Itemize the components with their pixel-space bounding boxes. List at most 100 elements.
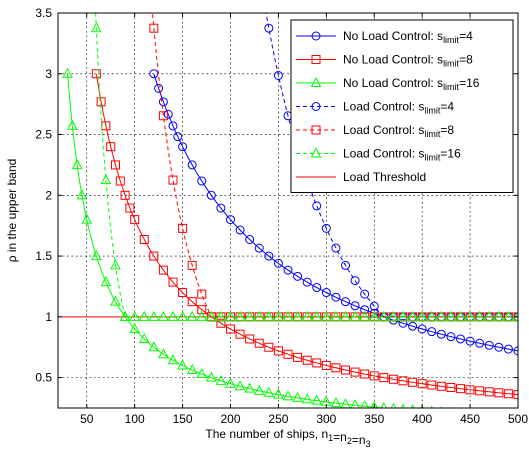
square-marker bbox=[106, 142, 116, 152]
square-marker bbox=[379, 373, 389, 383]
series-line bbox=[95, 13, 518, 318]
circle-marker bbox=[216, 203, 226, 213]
triangle-marker bbox=[350, 399, 360, 408]
triangle-marker bbox=[100, 174, 112, 185]
circle-marker bbox=[417, 324, 427, 334]
square-marker bbox=[417, 379, 427, 389]
y-tick-label: 3.5 bbox=[35, 6, 52, 20]
triangle-marker bbox=[282, 390, 294, 401]
square-marker bbox=[465, 385, 475, 395]
circle-marker bbox=[311, 31, 321, 41]
triangle-marker bbox=[388, 310, 399, 321]
triangle-marker bbox=[292, 391, 303, 402]
square-marker bbox=[168, 175, 178, 185]
x-axis-label: The number of ships, n1=n2=n3 bbox=[205, 427, 370, 449]
triangle-marker bbox=[397, 310, 409, 321]
circle-marker bbox=[331, 292, 341, 302]
square-marker bbox=[149, 251, 159, 261]
square-marker bbox=[197, 305, 207, 315]
square-marker bbox=[446, 383, 456, 393]
x-tick-label: 250 bbox=[268, 412, 288, 426]
square-marker bbox=[283, 349, 293, 359]
square-marker bbox=[197, 289, 207, 299]
x-tick-label: 350 bbox=[364, 412, 384, 426]
triangle-marker bbox=[253, 310, 265, 321]
triangle-marker bbox=[426, 310, 438, 321]
circle-marker bbox=[513, 346, 518, 356]
circle-marker bbox=[154, 83, 164, 93]
triangle-marker bbox=[234, 310, 246, 321]
circle-marker bbox=[321, 223, 331, 233]
square-marker bbox=[115, 176, 125, 186]
triangle-marker bbox=[62, 67, 73, 78]
triangle-marker bbox=[474, 310, 485, 321]
square-marker bbox=[388, 374, 398, 384]
square-marker bbox=[187, 297, 197, 307]
triangle-marker bbox=[138, 332, 150, 343]
y-tick-label: 2.5 bbox=[35, 128, 52, 142]
square-marker bbox=[91, 69, 101, 79]
square-marker bbox=[111, 160, 120, 170]
circle-marker bbox=[226, 215, 235, 225]
series-2 bbox=[91, 69, 518, 400]
square-marker bbox=[254, 338, 264, 348]
triangle-marker bbox=[100, 276, 112, 287]
triangle-marker bbox=[81, 213, 93, 224]
circle-marker bbox=[350, 276, 360, 286]
triangle-marker bbox=[445, 310, 457, 321]
square-marker bbox=[369, 371, 379, 381]
circle-marker bbox=[206, 190, 216, 200]
square-marker bbox=[360, 369, 370, 379]
triangle-marker bbox=[186, 363, 198, 375]
circle-marker bbox=[456, 334, 465, 344]
triangle-marker bbox=[244, 310, 255, 321]
square-marker bbox=[503, 389, 513, 399]
square-marker bbox=[245, 334, 255, 344]
triangle-marker bbox=[407, 310, 418, 321]
y-tick-label: 1.5 bbox=[35, 249, 52, 263]
circle-marker bbox=[398, 318, 408, 328]
triangle-marker bbox=[215, 374, 227, 385]
square-marker bbox=[331, 363, 341, 373]
square-marker bbox=[120, 190, 130, 200]
x-tick-label: 450 bbox=[460, 412, 480, 426]
x-tick-label: 200 bbox=[220, 412, 240, 426]
square-marker bbox=[130, 215, 140, 225]
triangle-marker bbox=[196, 367, 208, 379]
triangle-marker bbox=[129, 310, 140, 321]
square-marker bbox=[398, 376, 408, 386]
triangle-marker bbox=[91, 22, 102, 33]
y-tick-label: 1 bbox=[45, 310, 52, 324]
triangle-marker bbox=[512, 310, 518, 321]
square-marker bbox=[235, 329, 245, 339]
circle-marker bbox=[484, 340, 494, 350]
circle-marker bbox=[475, 338, 485, 348]
triangle-marker bbox=[340, 310, 351, 321]
square-marker bbox=[311, 55, 321, 64]
triangle-marker bbox=[436, 310, 447, 321]
square-marker bbox=[178, 223, 188, 233]
triangle-marker bbox=[349, 310, 361, 321]
circle-marker bbox=[494, 342, 504, 352]
square-marker bbox=[273, 346, 283, 356]
triangle-marker bbox=[225, 310, 236, 321]
triangle-marker bbox=[310, 76, 322, 87]
square-marker bbox=[341, 365, 350, 375]
circle-marker bbox=[321, 288, 331, 298]
series-line bbox=[153, 73, 518, 352]
triangle-marker bbox=[158, 348, 169, 359]
circle-marker bbox=[436, 329, 446, 339]
square-marker bbox=[436, 381, 446, 391]
triangle-marker bbox=[503, 310, 514, 321]
triangle-marker bbox=[378, 310, 390, 321]
triangle-marker bbox=[225, 377, 236, 388]
triangle-marker bbox=[330, 310, 342, 321]
x-tick-label: 150 bbox=[173, 412, 193, 426]
square-marker bbox=[513, 390, 518, 400]
triangle-marker bbox=[148, 310, 160, 321]
triangle-marker bbox=[167, 354, 179, 365]
square-marker bbox=[168, 277, 178, 287]
legend-entry-2: No Load Control: slimit=8 bbox=[296, 53, 473, 69]
